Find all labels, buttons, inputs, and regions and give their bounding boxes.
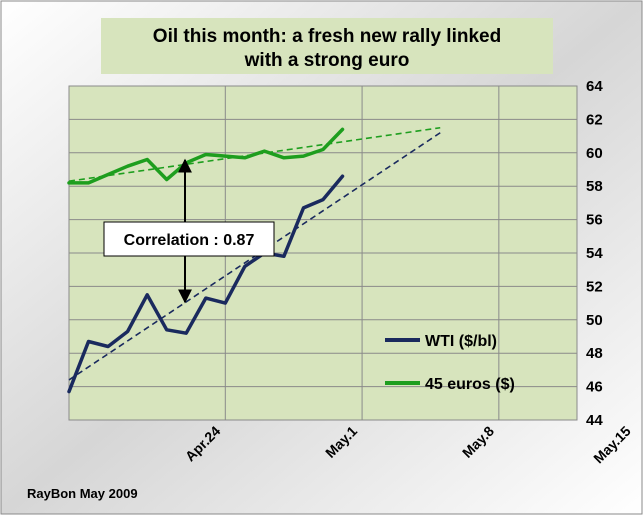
correlation-label: Correlation : 0.87	[124, 232, 255, 249]
y-tick-label: 52	[586, 278, 603, 295]
legend: WTI ($/bl) 45 euros ($)	[385, 333, 515, 393]
y-axis-ticks: 44 46 48 50 52 54 56 58 60 62 64	[586, 78, 603, 429]
y-tick-label: 56	[586, 212, 603, 229]
y-tick-label: 50	[586, 312, 603, 329]
legend-label-wti: WTI ($/bl)	[425, 333, 497, 350]
series	[67, 127, 345, 394]
chart-title-line-1: Oil this month: a fresh new rally linked	[153, 26, 501, 47]
y-tick-label: 54	[586, 245, 603, 262]
y-tick-label: 60	[586, 145, 603, 162]
credit-label: RayBon May 2009	[27, 486, 138, 501]
y-tick-label: 58	[586, 178, 603, 195]
chart-title-line-2: with a strong euro	[244, 50, 410, 71]
y-tick-label: 62	[586, 111, 603, 128]
y-tick-label: 46	[586, 379, 603, 396]
title-box	[101, 18, 553, 74]
y-tick-label: 44	[586, 412, 603, 429]
legend-label-euros: 45 euros ($)	[425, 376, 515, 393]
trendline	[68, 126, 441, 182]
series-line-1	[67, 127, 345, 185]
y-tick-label: 48	[586, 345, 603, 362]
y-tick-label: 64	[586, 78, 603, 95]
series-line-0	[67, 174, 345, 394]
correlation-box	[103, 221, 275, 257]
